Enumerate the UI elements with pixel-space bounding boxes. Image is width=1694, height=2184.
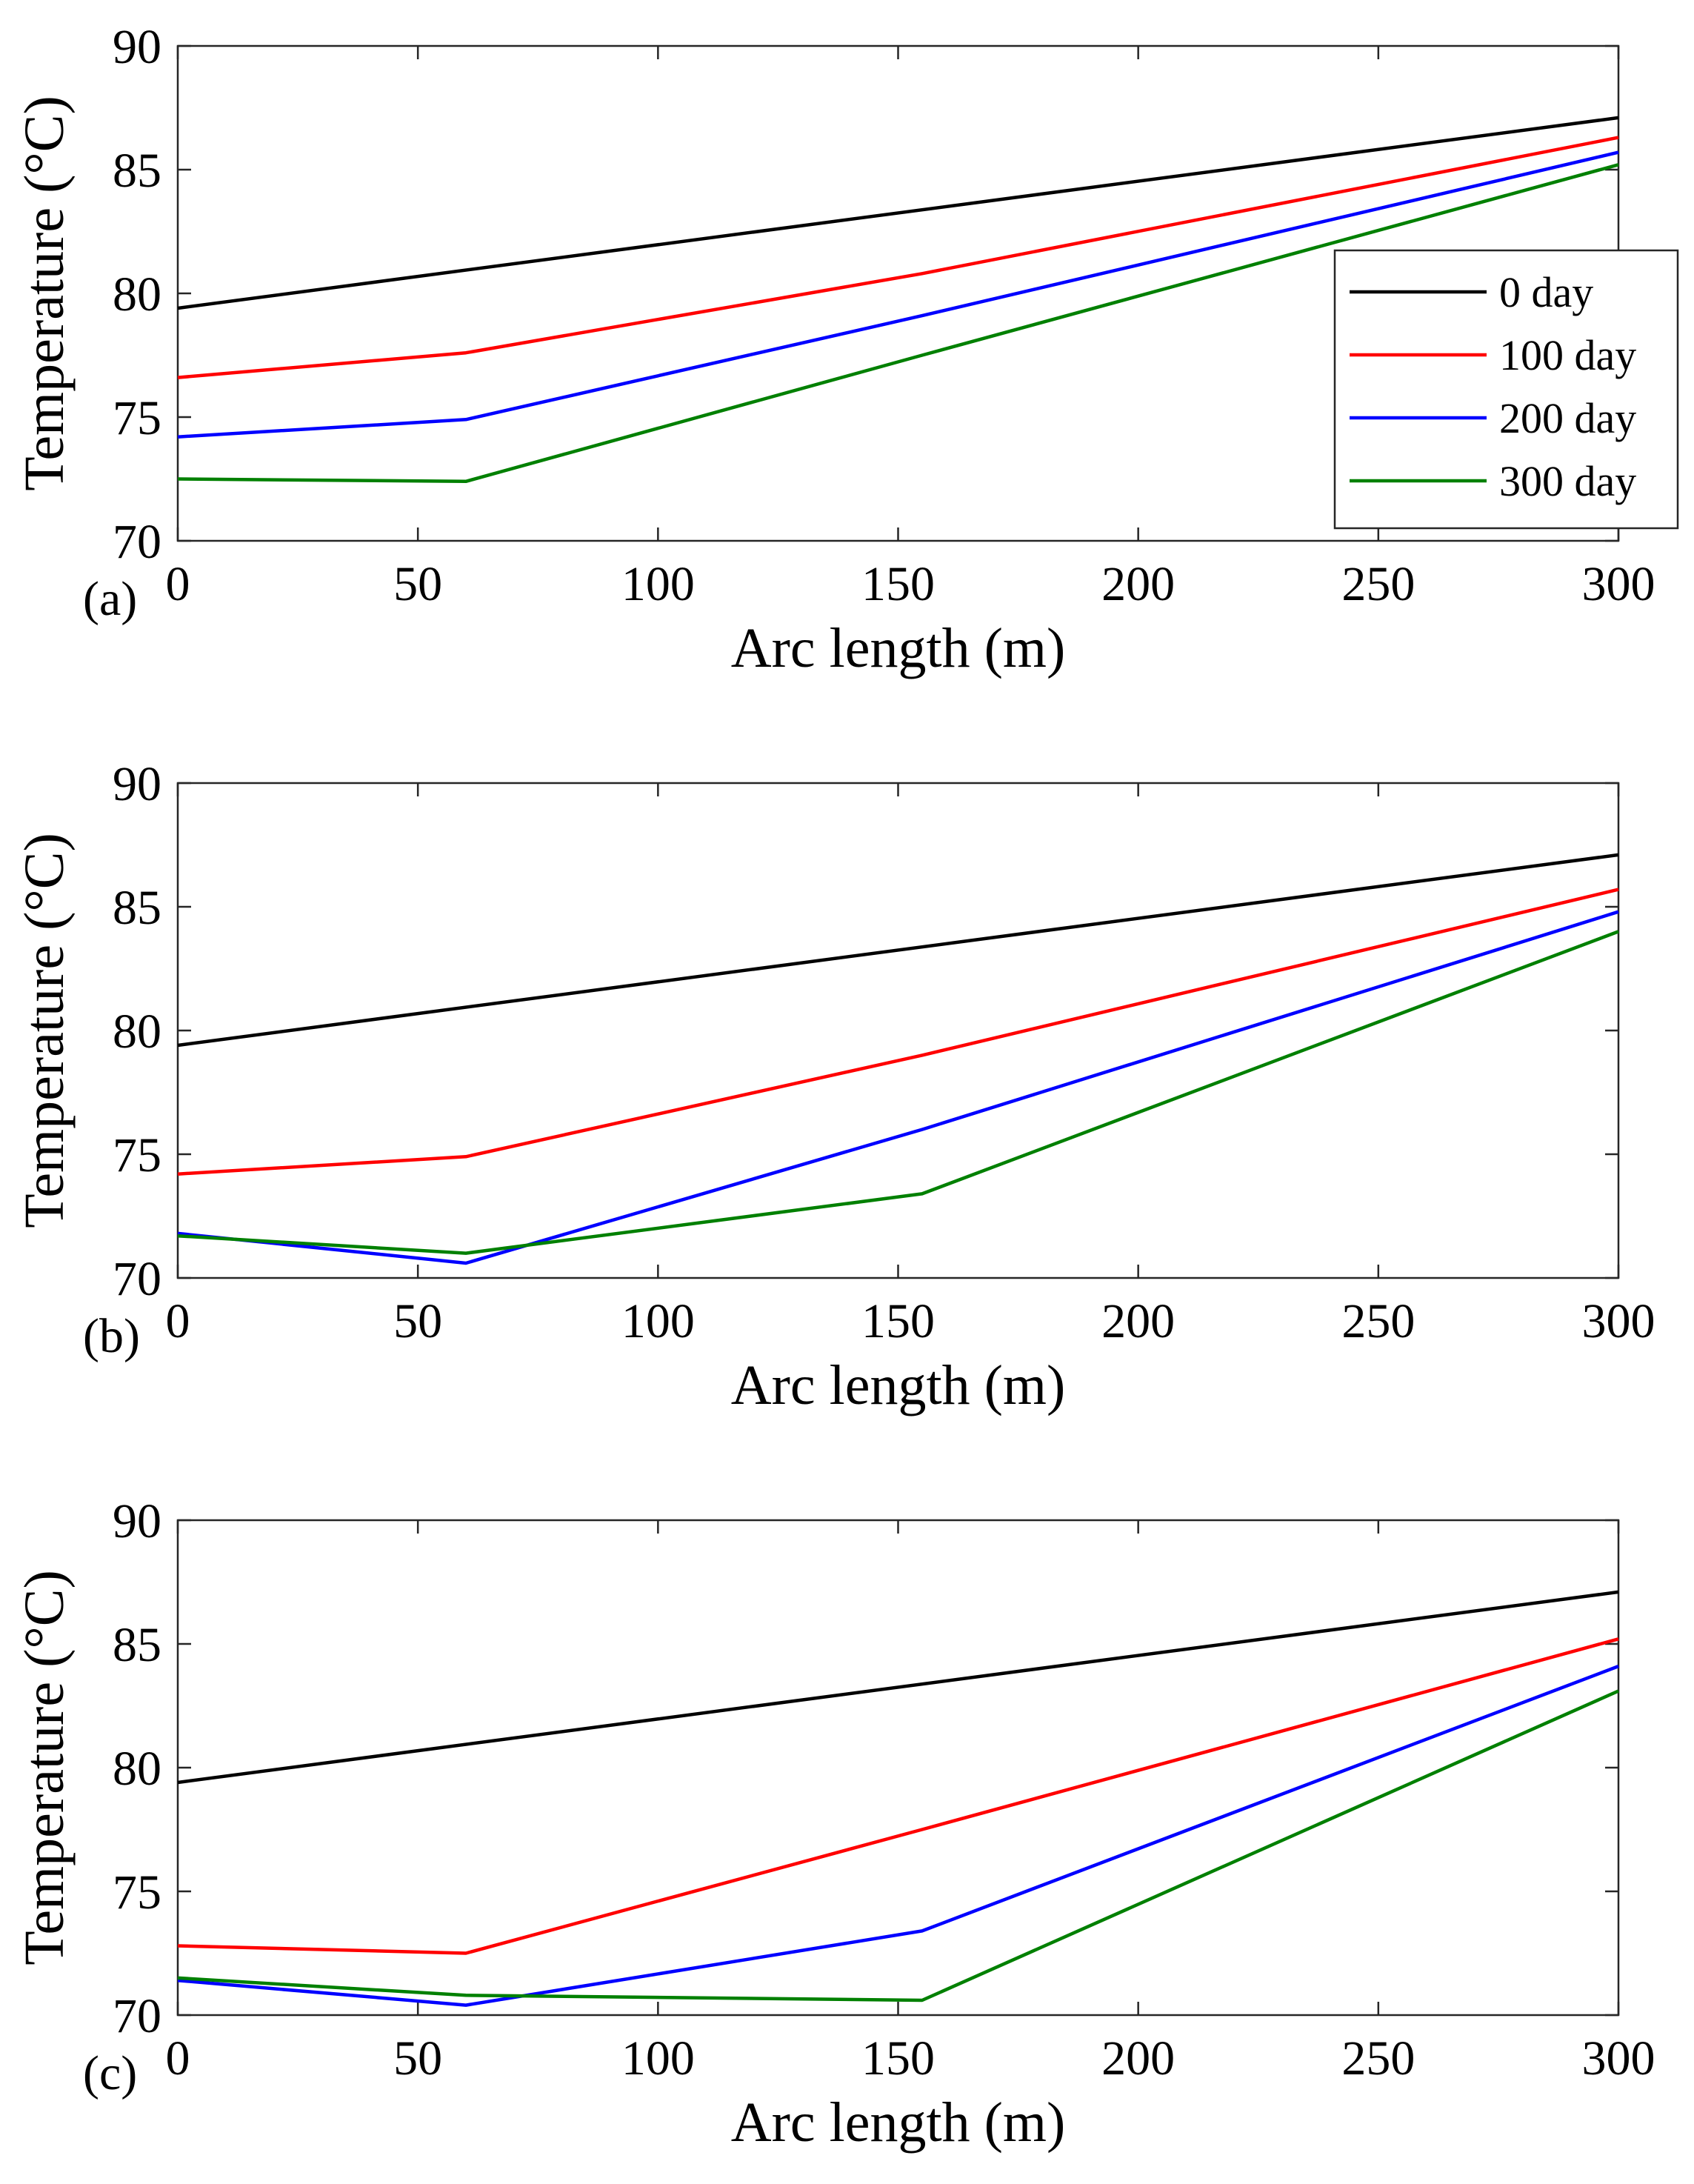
y-tick-label: 85 <box>113 1618 161 1672</box>
series-line-2 <box>177 888 1619 1176</box>
x-tick-label: 100 <box>621 1294 695 1348</box>
y-tick-label: 75 <box>113 1865 161 1920</box>
y-tick-label: 70 <box>113 515 161 569</box>
x-tick-label: 0 <box>166 1294 190 1348</box>
x-axis-title: Arc length (m) <box>731 1354 1066 1416</box>
series-line-3 <box>177 150 1619 439</box>
panel-label: (b) <box>83 1309 140 1363</box>
legend-label: 300 day <box>1499 457 1636 505</box>
panel-label: (c) <box>83 2046 137 2100</box>
x-tick-label: 50 <box>393 1294 442 1348</box>
y-tick-label: 85 <box>113 881 161 935</box>
y-axis-title: Temperature (°C) <box>13 833 76 1228</box>
y-tick-label: 70 <box>113 1989 161 2043</box>
legend-label: 200 day <box>1499 394 1636 442</box>
x-tick-label: 200 <box>1101 2031 1175 2085</box>
x-tick-label: 200 <box>1101 557 1175 611</box>
y-tick-label: 75 <box>113 391 161 445</box>
y-tick-label: 80 <box>113 1005 161 1059</box>
x-tick-label: 0 <box>166 2031 190 2085</box>
panel-3: 0 50 100 150 200 250 300 70 75 80 85 90 Arc length (… <box>13 1494 1655 2154</box>
x-tick-label: 300 <box>1582 1294 1655 1348</box>
y-tick-label: 90 <box>113 1494 161 1548</box>
x-tick-label: 150 <box>861 2031 935 2085</box>
series-line-4 <box>177 930 1619 1255</box>
y-tick-label: 90 <box>113 20 161 74</box>
y-tick-label: 75 <box>113 1128 161 1182</box>
legend-label: 100 day <box>1499 331 1636 379</box>
x-tick-label: 50 <box>393 557 442 611</box>
y-tick-label: 80 <box>113 267 161 322</box>
series-line-4 <box>177 1689 1619 2002</box>
series-line-4 <box>177 163 1619 484</box>
x-tick-label: 250 <box>1341 557 1415 611</box>
series-line-1 <box>177 116 1619 310</box>
y-axis-title: Temperature (°C) <box>13 96 76 491</box>
plot-area <box>176 782 1620 1279</box>
series-line-2 <box>177 136 1619 379</box>
x-tick-label: 250 <box>1341 2031 1415 2085</box>
panel-2: 0 50 100 150 200 250 300 70 75 80 85 90 Arc length (… <box>13 757 1655 1416</box>
series-line-1 <box>177 853 1619 1048</box>
panel-label: (a) <box>83 572 137 626</box>
x-tick-label: 100 <box>621 2031 695 2085</box>
x-tick-label: 50 <box>393 2031 442 2085</box>
x-tick-label: 0 <box>166 557 190 611</box>
y-axis-title: Temperature (°C) <box>13 1570 76 1965</box>
y-tick-label: 70 <box>113 1252 161 1306</box>
x-tick-label: 300 <box>1582 2031 1655 2085</box>
y-tick-label: 90 <box>113 757 161 811</box>
series-line-2 <box>177 1637 1619 1955</box>
y-tick-label: 85 <box>113 144 161 198</box>
x-tick-label: 200 <box>1101 1294 1175 1348</box>
x-tick-label: 150 <box>861 557 935 611</box>
x-axis-title: Arc length (m) <box>731 2091 1066 2154</box>
legend-label: 0 day <box>1499 268 1593 316</box>
x-axis-title: Arc length (m) <box>731 617 1066 679</box>
panel-1: 0 50 100 150 200 250 300 70 75 80 85 90 Arc length (… <box>13 20 1679 679</box>
legend: 0 day 100 day 200 day 300 day <box>1333 249 1679 530</box>
x-tick-label: 100 <box>621 557 695 611</box>
y-tick-label: 80 <box>113 1742 161 1796</box>
series-line-3 <box>177 1664 1619 2007</box>
series-line-3 <box>177 910 1619 1265</box>
plot-area <box>176 1519 1620 2017</box>
x-tick-label: 150 <box>861 1294 935 1348</box>
x-tick-label: 300 <box>1582 557 1655 611</box>
series-line-1 <box>177 1590 1619 1785</box>
x-tick-label: 250 <box>1341 1294 1415 1348</box>
